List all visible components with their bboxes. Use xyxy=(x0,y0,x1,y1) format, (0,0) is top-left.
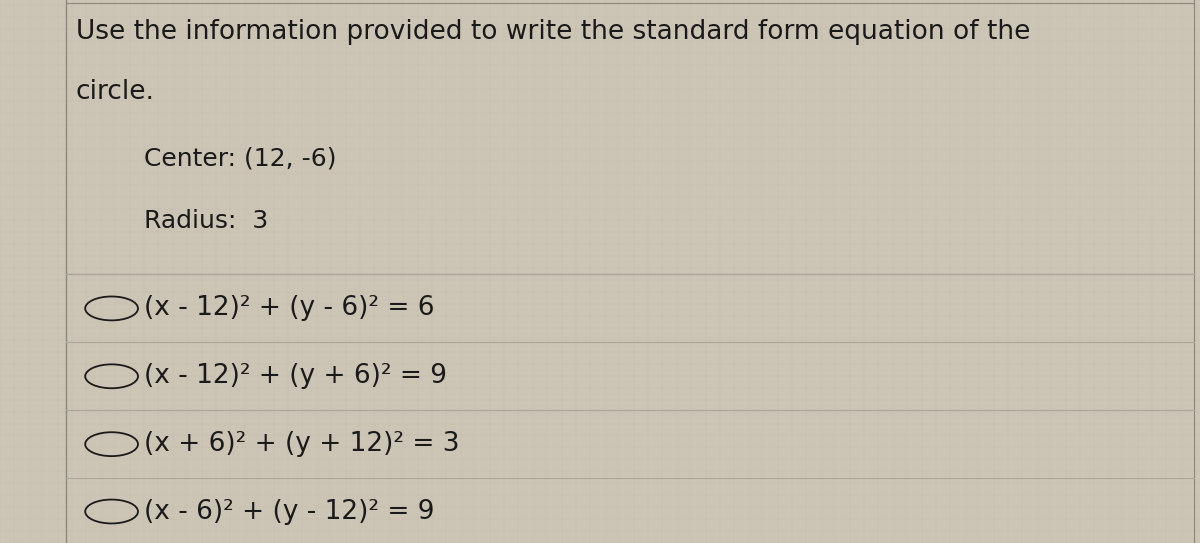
Text: (x + 6)² + (y + 12)² = 3: (x + 6)² + (y + 12)² = 3 xyxy=(144,431,460,457)
Text: (x - 6)² + (y - 12)² = 9: (x - 6)² + (y - 12)² = 9 xyxy=(144,498,434,525)
Text: circle.: circle. xyxy=(76,79,155,105)
Text: (x - 12)² + (y - 6)² = 6: (x - 12)² + (y - 6)² = 6 xyxy=(144,295,434,321)
Text: Center: (12, -6): Center: (12, -6) xyxy=(144,147,336,171)
Text: Radius:  3: Radius: 3 xyxy=(144,209,269,233)
Text: Use the information provided to write the standard form equation of the: Use the information provided to write th… xyxy=(76,19,1030,45)
Text: (x - 12)² + (y + 6)² = 9: (x - 12)² + (y + 6)² = 9 xyxy=(144,363,446,389)
